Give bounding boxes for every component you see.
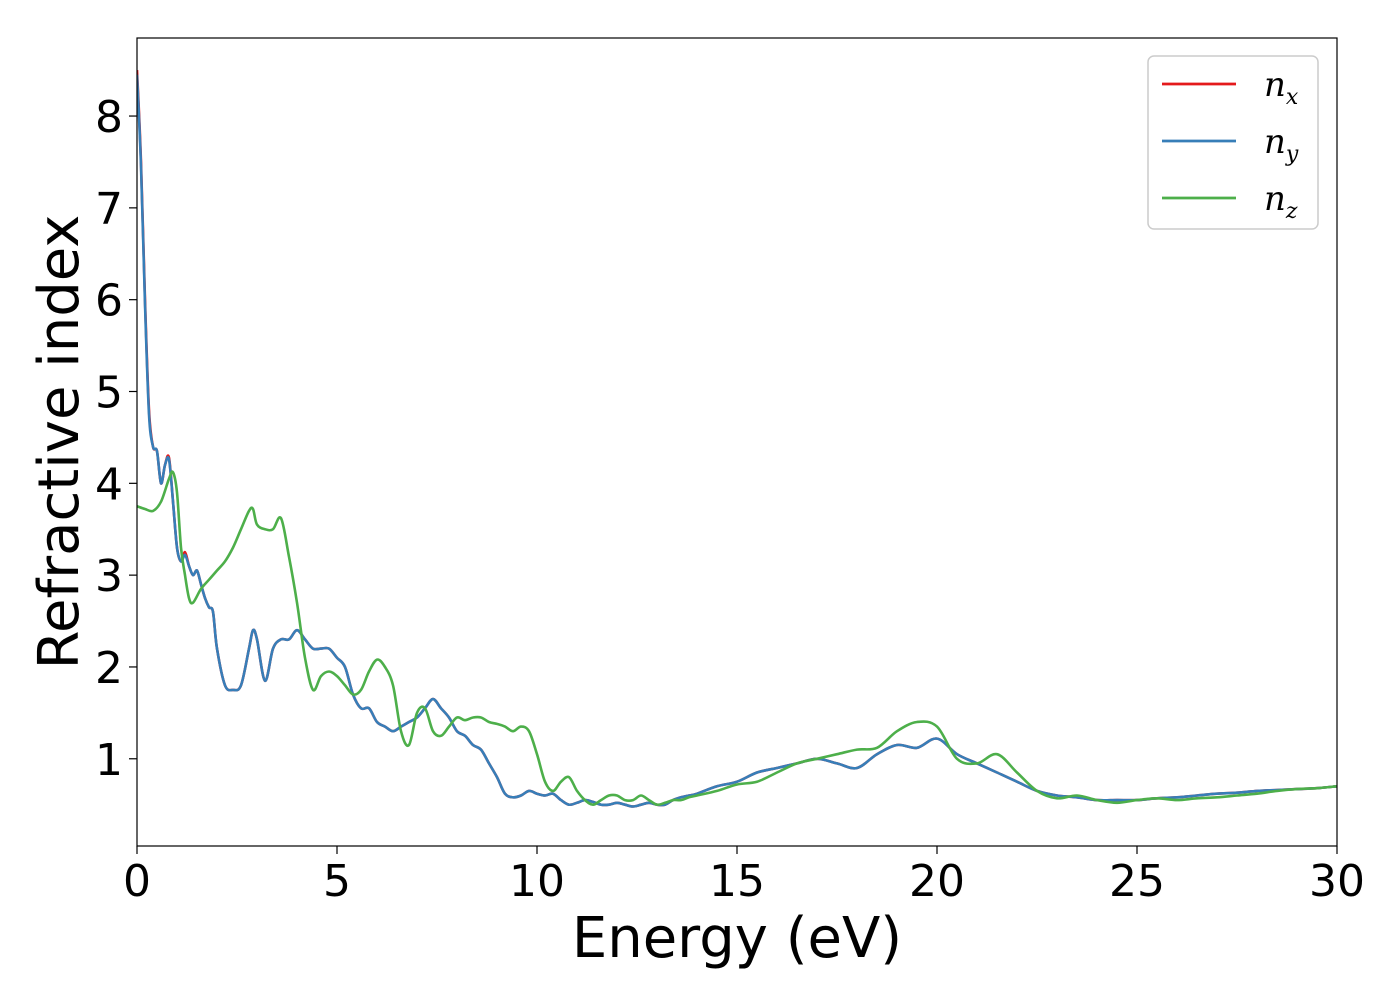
x-tick-label: 15	[709, 856, 765, 907]
legend-label-y: ny	[1264, 122, 1299, 167]
y-tick-label: 5	[95, 368, 123, 419]
legend: nx ny nz	[1147, 55, 1319, 230]
x-tick-label: 25	[1109, 856, 1165, 907]
x-tick-label: 20	[909, 856, 965, 907]
y-tick-label: 1	[95, 735, 123, 786]
legend-label-z: nz	[1264, 179, 1298, 224]
legend-label-x: nx	[1264, 65, 1299, 110]
y-axis-title: Refractive index	[27, 215, 92, 670]
y-tick-label: 7	[95, 184, 123, 235]
series-line-y	[137, 74, 1337, 808]
x-tick-label: 0	[123, 856, 151, 907]
x-tick-label: 5	[323, 856, 351, 907]
y-tick-label: 3	[95, 551, 123, 602]
y-axis: 1 2 3 4 5 6 7 8	[95, 92, 137, 786]
y-tick-label: 2	[95, 643, 123, 694]
x-tick-label: 10	[509, 856, 565, 907]
series-layer	[137, 70, 1337, 808]
series-line-z	[137, 470, 1337, 807]
x-axis-title: Energy (eV)	[572, 906, 902, 971]
y-tick-label: 8	[95, 92, 123, 143]
y-tick-label: 4	[95, 459, 123, 510]
x-axis: 0 5 10 15 20 25 30	[123, 846, 1365, 907]
legend-box	[1147, 55, 1319, 230]
y-tick-label: 6	[95, 276, 123, 327]
x-tick-label: 30	[1309, 856, 1365, 907]
